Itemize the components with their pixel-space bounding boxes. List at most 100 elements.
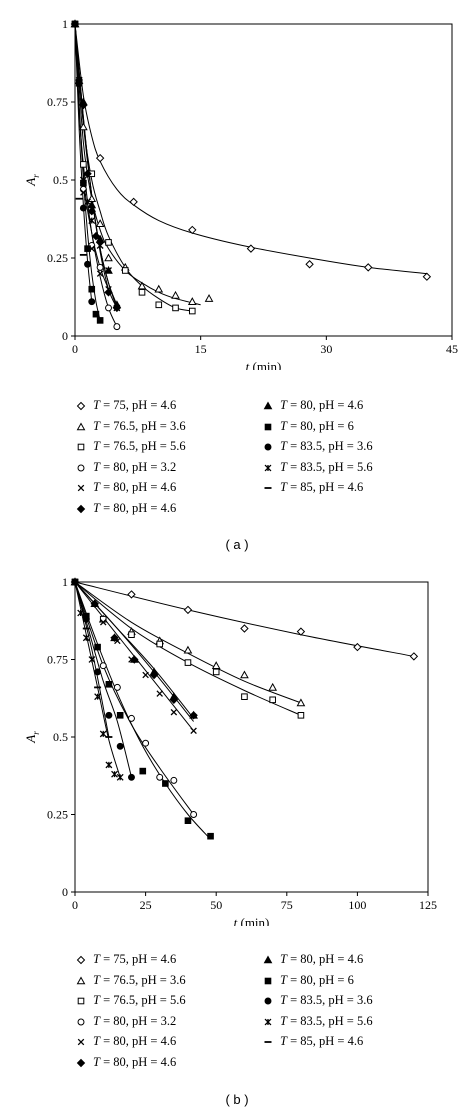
legend-marker-shape: [264, 423, 272, 430]
y-axis-label: Ar: [23, 731, 41, 744]
data-point-series-9: [75, 76, 83, 84]
legend-label: T = 80, pH = 4.6: [280, 952, 364, 966]
legend-marker: [264, 423, 272, 430]
legend-marker-shape: [264, 1018, 272, 1025]
data-point-series-3: [190, 811, 198, 818]
data-point-series-1: [240, 670, 249, 679]
data-point-series-4: [99, 619, 107, 626]
data-point-series-8: [82, 615, 90, 623]
legend-label: T = 80, pH = 4.6: [280, 398, 364, 412]
data-point-series-1: [137, 281, 147, 290]
legend-marker: [263, 401, 273, 410]
legend-marker-shape: [76, 401, 86, 411]
legend-marker-shape: [77, 484, 85, 492]
legend-label: T = 85, pH = 4.6: [280, 1034, 364, 1048]
series-10-markers: [71, 581, 113, 738]
data-point-series-9: [77, 609, 85, 617]
legend-marker: [263, 955, 273, 964]
legend-label: T = 80, pH = 4.6: [93, 480, 177, 494]
data-point-series-2: [105, 239, 112, 246]
data-point-series-0: [305, 260, 314, 269]
data-point-series-9: [105, 267, 112, 274]
data-point-series-0: [296, 627, 306, 636]
data-point-series-6: [189, 710, 198, 719]
data-point-series-9: [96, 242, 104, 249]
legend-label: T = 83.5, pH = 5.6: [280, 459, 373, 474]
legend-marker-shape: [264, 997, 272, 1005]
x-tick-label: 50: [210, 898, 222, 912]
data-point-series-1: [204, 294, 214, 302]
fit-curve-series-1: [74, 23, 201, 306]
data-point-series-1: [187, 297, 197, 305]
legend-marker-shape: [264, 443, 272, 451]
data-point-series-2: [156, 640, 164, 648]
y-tick-label: 1: [62, 575, 68, 589]
x-tick-label: 0: [72, 342, 78, 356]
data-point-series-9: [79, 176, 87, 184]
legend-label: T = 75, pH = 4.6: [93, 398, 177, 412]
legend-marker-shape: [76, 1058, 86, 1067]
y-tick-label: 0.25: [47, 808, 68, 822]
data-point-series-4: [96, 270, 104, 277]
legend-label: T = 76.5, pH = 3.6: [93, 972, 186, 987]
data-point-series-5: [83, 169, 92, 178]
data-point-series-0: [246, 244, 256, 253]
legend-marker: [264, 443, 272, 451]
x-tick-label: 30: [320, 342, 332, 356]
data-point-series-3: [113, 683, 121, 691]
data-point-series-1: [154, 284, 164, 293]
legend-a: T = 75, pH = 4.6 T = 76.5, pH = 3.6 T = 76…: [76, 398, 373, 515]
data-point-series-0: [129, 197, 138, 207]
x-tick-label: 0: [72, 898, 78, 912]
data-point-series-9: [94, 693, 102, 701]
data-point-series-1: [171, 290, 180, 299]
legend-marker: [264, 1018, 272, 1025]
data-point-series-2: [184, 659, 192, 666]
x-tick-label: 45: [446, 342, 458, 356]
legend-label: T = 85, pH = 4.6: [280, 480, 364, 494]
legend-label: T = 80, pH = 6: [280, 972, 354, 987]
data-point-series-7: [96, 317, 104, 324]
data-point-series-3: [142, 739, 150, 747]
legend-marker: [76, 975, 86, 984]
data-point-series-9: [88, 217, 96, 224]
data-point-series-3: [156, 773, 164, 781]
data-point-series-1: [268, 682, 278, 691]
legend-marker-shape: [264, 464, 272, 471]
data-point-series-6: [129, 654, 139, 663]
data-point-series-6: [110, 633, 119, 642]
data-point-series-9: [82, 634, 90, 642]
data-point-series-6: [90, 599, 100, 607]
y-axis-label: Ar: [23, 174, 41, 187]
legend-label: T = 80, pH = 3.2: [93, 1013, 177, 1028]
legend-marker: [77, 997, 85, 1005]
data-point-series-3: [96, 263, 104, 271]
data-point-series-0: [364, 263, 373, 272]
data-point-series-0: [422, 272, 432, 281]
x-axis-label: t (min): [234, 915, 270, 926]
legend-marker: [77, 443, 85, 451]
data-point-series-6: [95, 234, 105, 243]
data-point-series-1: [95, 219, 105, 227]
legend-label: T = 80, pH = 3.2: [93, 459, 177, 474]
data-point-series-7: [84, 245, 91, 252]
panel-label-a: ( a ): [225, 537, 249, 552]
data-point-series-0: [95, 153, 105, 163]
legend-marker: [264, 997, 272, 1005]
legend-marker-shape: [77, 1018, 85, 1025]
data-point-series-2: [80, 161, 87, 168]
panel-label-b: ( b ): [225, 1092, 249, 1107]
fit-curve-series-6: [74, 581, 194, 719]
data-point-series-8: [88, 298, 96, 306]
chart-a-svg: 0 15 30 45 0 0.25 0.5 0.75 1 t (min) Ar: [23, 17, 458, 370]
legend-label: T = 75, pH = 4.6: [93, 952, 177, 966]
data-point-series-9: [111, 770, 118, 778]
data-point-series-2: [241, 693, 248, 700]
y-tick-label: 0: [62, 885, 68, 899]
x-tick-label: 75: [281, 898, 293, 912]
data-point-series-2: [128, 631, 135, 639]
data-point-series-0: [409, 652, 419, 661]
data-point-series-4: [170, 708, 178, 716]
data-point-series-6: [79, 97, 88, 106]
data-point-series-7: [116, 712, 124, 719]
